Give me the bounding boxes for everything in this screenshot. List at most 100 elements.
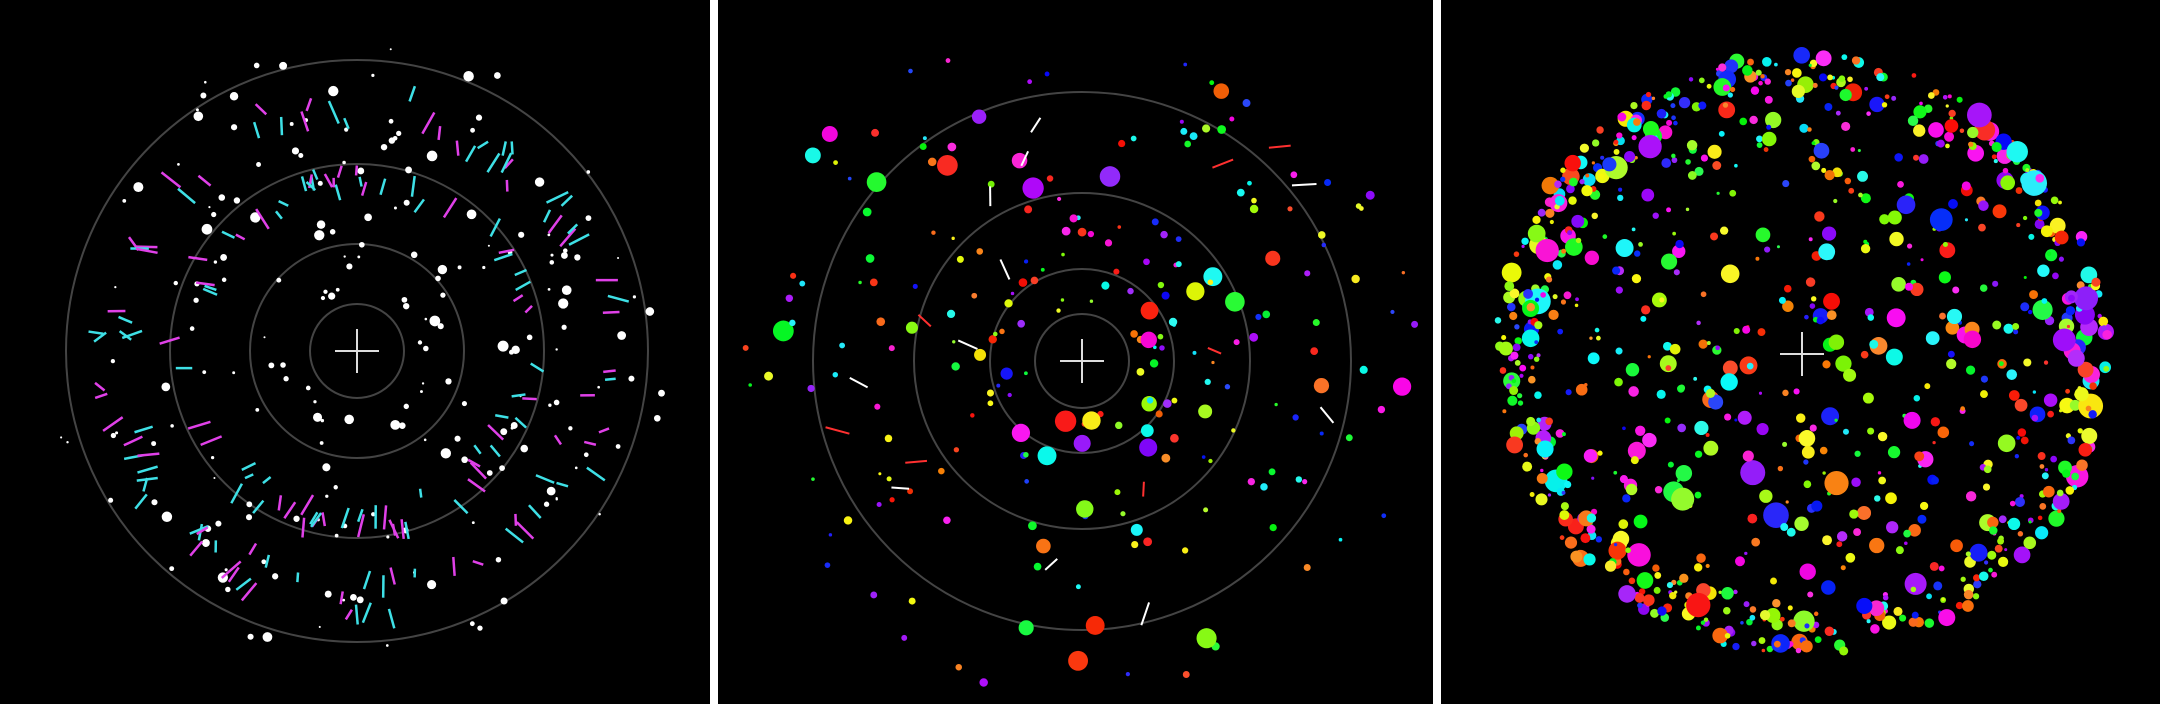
streak [160,171,182,189]
dot [1312,319,1320,327]
streak [354,604,359,625]
dot [553,399,560,406]
dot [862,207,872,217]
dot [1835,355,1852,372]
dot [170,424,174,428]
dot [1869,96,1885,113]
dot [632,295,637,299]
dot [653,414,661,422]
dot [279,61,288,70]
dot [213,260,218,264]
streak [382,505,388,530]
dot [1040,267,1045,272]
dot [2103,365,2110,372]
dot [1925,331,1940,345]
dot [334,533,339,538]
dot [1175,236,1182,243]
dot [2097,313,2102,319]
streak [334,184,342,201]
dot [1991,141,2002,153]
dot [1534,340,1539,345]
dot [1171,397,1178,404]
dot [305,385,311,391]
dot [2020,436,2029,445]
dot [1085,616,1105,635]
dot [1700,620,1706,625]
dot [1821,580,1836,595]
dot [804,147,821,164]
dot [931,230,936,235]
dot [748,383,752,387]
streak [244,473,254,480]
dot [2085,405,2092,412]
dot [574,466,578,470]
streak [344,609,353,621]
dot [1537,208,1546,217]
dot [1706,341,1711,345]
dot [1821,407,1840,426]
dot [1808,155,1816,163]
dot [1693,376,1698,381]
dot [1075,584,1081,590]
dot [1521,329,1540,348]
dot [161,511,173,523]
dot [1700,154,1709,162]
dot [280,362,286,368]
dot [1877,471,1882,475]
dot [1992,280,1999,287]
dot [772,320,794,342]
streak [514,268,527,277]
dot [2088,410,2097,419]
dot [1101,281,1110,290]
dot [1906,243,1913,249]
dot [263,336,266,339]
dot [658,389,665,397]
streak [240,582,258,602]
dot [1046,175,1054,182]
dot [1756,142,1763,148]
streak [917,314,932,328]
dot [1926,593,1932,600]
dot [291,147,300,155]
streak [321,512,327,527]
dot [1677,423,1686,433]
dot [908,597,916,605]
dot [1762,56,1772,67]
dot [1937,426,1950,439]
dot [161,382,171,392]
dot [1545,208,1555,218]
dot [1532,215,1541,225]
dot [1351,274,1360,284]
streak [279,116,284,136]
dot [399,422,406,429]
dot [1552,294,1558,300]
dot [1735,556,1745,567]
dot [390,419,401,430]
dot [1653,586,1661,594]
dot [922,136,927,141]
dot [1765,608,1781,624]
dot [1894,153,1903,162]
dot [563,248,568,253]
dot [1939,312,1946,320]
streak [264,554,271,568]
dot [1800,640,1813,653]
dot [1131,540,1139,549]
dot [1972,574,1981,582]
dot [1659,355,1677,373]
dot [1807,127,1812,132]
dot [1559,535,1565,541]
dot [1519,364,1527,372]
dot [1705,432,1710,437]
dot [2022,215,2028,221]
dot [558,298,569,309]
dot [1751,537,1761,547]
dot [1834,85,1839,90]
dot [1575,383,1588,396]
dot [1678,384,1686,392]
ring [309,303,405,399]
streak [252,121,261,139]
dot [1936,139,1945,148]
dot [2050,196,2059,205]
dot [988,335,997,344]
